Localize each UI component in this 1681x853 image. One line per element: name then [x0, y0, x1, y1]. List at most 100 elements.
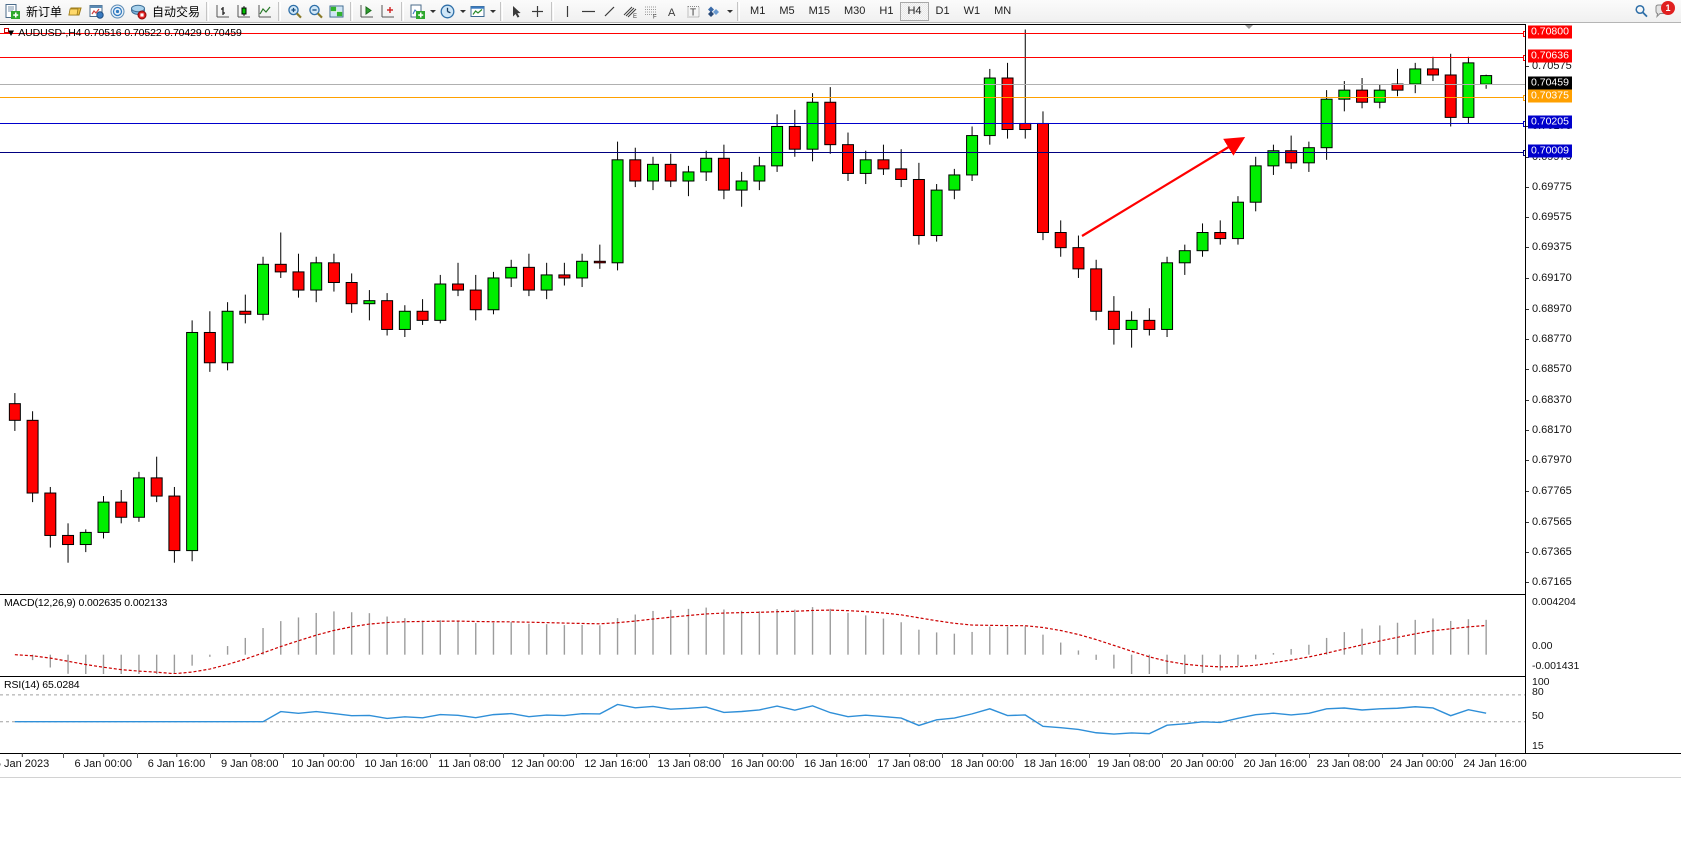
candlestick-chart-button[interactable] — [233, 1, 254, 22]
autotrading-button[interactable] — [128, 1, 149, 22]
indicators-dropdown-arrow[interactable] — [428, 1, 437, 22]
text-tool-button[interactable]: A — [662, 1, 683, 22]
signals-button[interactable] — [107, 1, 128, 22]
timeframe-h4[interactable]: H4 — [900, 1, 929, 21]
time-axis-separator — [795, 753, 797, 758]
rsi-axis-tick: 50 — [1532, 710, 1544, 722]
rsi-axis-tick: 15 — [1532, 740, 1544, 752]
line-chart-button[interactable] — [254, 1, 275, 22]
timeframe-h1[interactable]: H1 — [879, 5, 894, 17]
timeframe-m1[interactable]: M1 — [750, 5, 766, 17]
time-axis-separator — [136, 753, 138, 758]
price-level-handle[interactable] — [1523, 94, 1525, 101]
time-axis-separator — [1308, 753, 1310, 758]
svg-text:A: A — [668, 7, 676, 19]
price-axis-tick: 0.69375 — [1526, 241, 1572, 254]
price-level-label-0.70375[interactable]: 0.70375 — [1528, 89, 1572, 103]
chart-shift-button[interactable] — [356, 1, 377, 22]
chart-root: AUDUSD-,H4 0.70516 0.70522 0.70429 0.704… — [0, 24, 1681, 853]
price-axis-tick: 0.68370 — [1526, 393, 1572, 406]
price-level-label-0.70800[interactable]: 0.70800 — [1528, 25, 1572, 39]
price-level-line-5[interactable] — [0, 150, 1525, 157]
price-level-handle[interactable] — [1523, 150, 1525, 157]
macd-axis-tick: 0.00 — [1532, 640, 1553, 652]
time-axis-tick: 10 Jan 16:00 — [364, 753, 429, 770]
time-axis-tick: 23 Jan 08:00 — [1316, 753, 1381, 770]
window-chart-icon — [89, 4, 104, 19]
bar-chart-button[interactable] — [212, 1, 233, 22]
time-axis-tick: 20 Jan 00:00 — [1170, 753, 1234, 770]
timeframe-w1[interactable]: W1 — [963, 5, 981, 17]
price-level-label-0.70636[interactable]: 0.70636 — [1528, 49, 1572, 63]
fibonacci-tool-button[interactable]: F — [641, 1, 662, 22]
shapes-dropdown-arrow[interactable] — [725, 1, 734, 22]
price-level-line-1[interactable] — [0, 55, 1525, 62]
toolbar-separator-4 — [401, 1, 405, 21]
zoom-in-button[interactable] — [284, 1, 305, 22]
cursor-arrow-icon — [513, 5, 521, 18]
toolbar-separator-1 — [206, 1, 210, 21]
macd-pane[interactable]: MACD(12,26,9) 0.002635 0.002133 — [0, 594, 1525, 674]
time-axis-separator — [722, 753, 724, 758]
price-level-label-0.70205[interactable]: 0.70205 — [1528, 115, 1572, 129]
periodicity-button[interactable] — [437, 1, 458, 22]
candlestick-icon — [237, 4, 251, 17]
price-pane[interactable]: AUDUSD-,H4 0.70516 0.70522 0.70429 0.704… — [0, 24, 1525, 592]
symbol-marker-icon — [4, 28, 14, 36]
autotrading-icon — [131, 4, 147, 19]
auto-scroll-button[interactable] — [377, 1, 398, 22]
timeframe-mn[interactable]: MN — [994, 5, 1012, 17]
navigator-button[interactable] — [86, 1, 107, 22]
trendline-icon — [604, 6, 615, 16]
zoom-out-icon — [309, 4, 323, 18]
new-order-label[interactable]: 新订单 — [26, 4, 63, 19]
price-level-line-2[interactable] — [0, 84, 1525, 86]
price-level-line-3[interactable] — [0, 94, 1525, 101]
data-window-button[interactable] — [65, 1, 86, 22]
periodicity-dropdown-arrow[interactable] — [458, 1, 467, 22]
clock-icon — [440, 4, 455, 18]
timeframe-m15[interactable]: M15 — [808, 5, 830, 17]
time-axis-separator — [1088, 753, 1090, 758]
templates-dropdown-arrow[interactable] — [488, 1, 497, 22]
equidistant-channel-tool-button[interactable]: E — [620, 1, 641, 22]
time-axis-tick: 24 Jan 00:00 — [1389, 753, 1454, 770]
crosshair-tool-button[interactable] — [527, 1, 548, 22]
text-label-tool-button[interactable]: T — [683, 1, 704, 22]
new-order-icon — [5, 3, 20, 19]
price-axis[interactable]: 0.705750.701750.699750.697750.695750.693… — [1525, 24, 1681, 829]
time-axis-tick: 9 Jan 08:00 — [221, 753, 279, 770]
new-order-button[interactable] — [2, 1, 23, 22]
tile-windows-button[interactable] — [326, 1, 347, 22]
price-level-label-0.70009[interactable]: 0.70009 — [1528, 144, 1572, 158]
macd-plot — [14, 607, 1487, 674]
time-axis-separator — [1015, 753, 1017, 758]
zoom-out-button[interactable] — [305, 1, 326, 22]
rsi-pane[interactable]: RSI(14) 65.0284 — [0, 676, 1525, 752]
cursor-tool-button[interactable] — [506, 1, 527, 22]
svg-text:T: T — [690, 7, 696, 18]
price-level-line-4[interactable] — [0, 120, 1525, 127]
timeframe-d1[interactable]: D1 — [935, 5, 950, 17]
bar-chart-icon — [216, 4, 230, 17]
price-level-line-0[interactable] — [0, 30, 1525, 37]
timeframe-m30[interactable]: M30 — [844, 5, 866, 17]
price-level-handle[interactable] — [1523, 120, 1525, 127]
price-level-label-0.70459[interactable]: 0.70459 — [1528, 76, 1572, 90]
indicators-button[interactable] — [407, 1, 428, 22]
horizontal-line-tool-button[interactable] — [578, 1, 599, 22]
time-axis[interactable]: 5 Jan 2023 6 Jan 00:00 6 Jan 16:00 9 Jan 08… — [0, 753, 1681, 777]
autotrading-label[interactable]: 自动交易 — [152, 4, 201, 19]
price-level-handle[interactable] — [1523, 30, 1525, 37]
bottom-strip — [0, 777, 1681, 853]
shapes-tool-button[interactable] — [704, 1, 725, 22]
horizontal-line-icon — [582, 10, 596, 12]
search-button[interactable] — [1631, 1, 1652, 22]
templates-button[interactable] — [467, 1, 488, 22]
price-level-handle[interactable] — [1523, 55, 1525, 62]
trendline-tool-button[interactable] — [599, 1, 620, 22]
notifications-button[interactable]: 1 — [1652, 0, 1675, 22]
timeframe-m5[interactable]: M5 — [779, 5, 795, 17]
vertical-line-tool-button[interactable] — [557, 1, 578, 22]
price-axis-tick: 0.68170 — [1526, 423, 1572, 436]
